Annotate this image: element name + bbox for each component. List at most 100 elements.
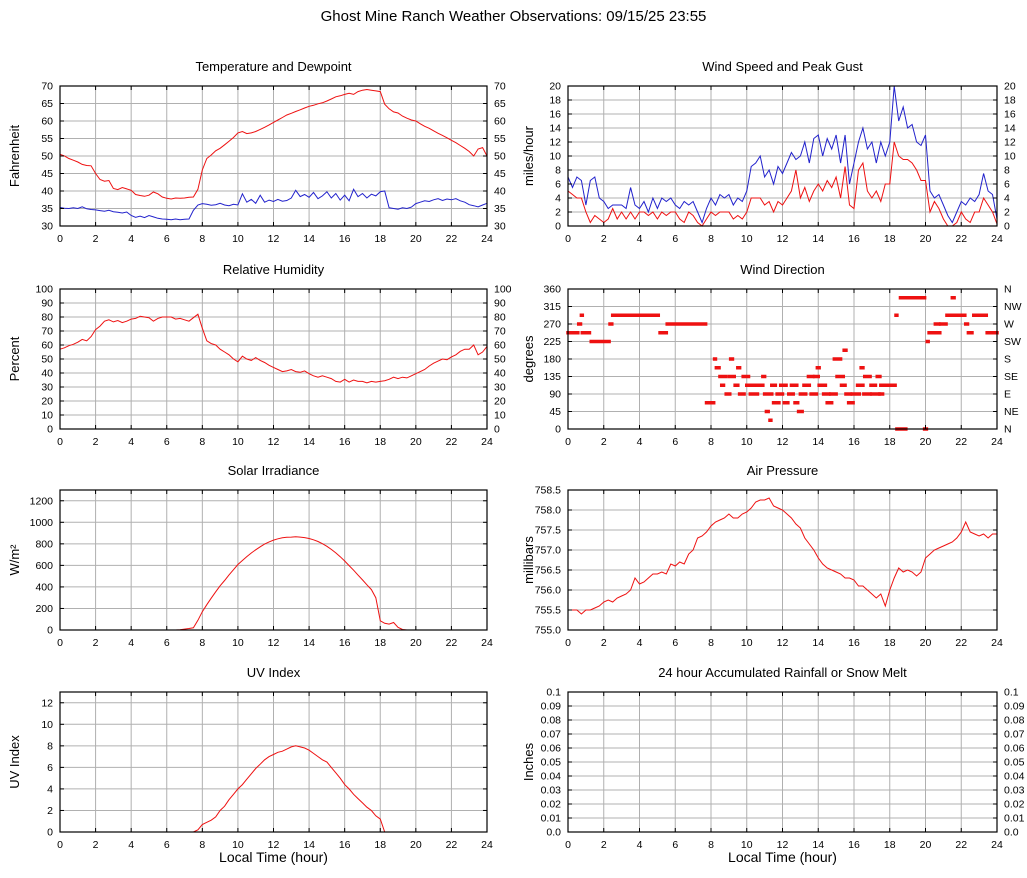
- svg-text:4: 4: [637, 233, 643, 245]
- svg-text:0.09: 0.09: [1004, 701, 1025, 713]
- svg-text:20: 20: [41, 396, 53, 408]
- svg-text:40: 40: [494, 368, 506, 380]
- svg-text:10: 10: [41, 719, 53, 731]
- svg-text:756.0: 756.0: [535, 585, 561, 597]
- svg-text:12: 12: [777, 637, 789, 649]
- svg-text:18: 18: [374, 233, 386, 245]
- svg-text:8: 8: [199, 436, 205, 448]
- svg-text:20: 20: [410, 839, 422, 851]
- svg-text:12: 12: [777, 436, 789, 448]
- svg-text:757.5: 757.5: [535, 525, 561, 537]
- svg-text:0: 0: [565, 436, 571, 448]
- svg-text:10: 10: [232, 436, 244, 448]
- svg-text:16: 16: [339, 637, 351, 649]
- svg-text:70: 70: [41, 326, 53, 338]
- svg-text:24: 24: [991, 436, 1003, 448]
- svg-text:2: 2: [555, 207, 561, 219]
- svg-text:758.0: 758.0: [535, 505, 561, 517]
- svg-text:0: 0: [47, 625, 53, 637]
- chart-panel-wind-direction: Wind Direction degrees 0 2 4 6 8 10 12 14 16 18 20…: [513, 243, 1027, 475]
- svg-text:600: 600: [35, 560, 53, 572]
- svg-text:10: 10: [741, 839, 753, 851]
- svg-text:20: 20: [920, 233, 932, 245]
- svg-text:90: 90: [494, 298, 506, 310]
- svg-text:0.0: 0.0: [546, 827, 561, 839]
- svg-text:758.5: 758.5: [535, 485, 561, 497]
- svg-text:0: 0: [47, 424, 53, 436]
- svg-text:6: 6: [672, 233, 678, 245]
- svg-text:800: 800: [35, 538, 53, 550]
- svg-text:16: 16: [549, 109, 561, 121]
- svg-text:10: 10: [741, 436, 753, 448]
- svg-text:22: 22: [446, 436, 458, 448]
- svg-text:0.07: 0.07: [1004, 729, 1025, 741]
- svg-text:NW: NW: [1004, 301, 1022, 313]
- svg-text:12: 12: [268, 436, 280, 448]
- svg-text:20: 20: [410, 436, 422, 448]
- svg-text:4: 4: [637, 436, 643, 448]
- chart-panel-air-pressure: Air Pressure millibars 0 2 4 6 8 10 12 14 16 18 20…: [513, 444, 1027, 676]
- svg-text:2: 2: [93, 233, 99, 245]
- svg-text:SE: SE: [1004, 371, 1018, 383]
- svg-text:0: 0: [555, 424, 561, 436]
- svg-text:8: 8: [47, 740, 53, 752]
- svg-text:40: 40: [494, 186, 506, 198]
- svg-text:22: 22: [446, 637, 458, 649]
- svg-text:22: 22: [955, 839, 967, 851]
- svg-text:0.06: 0.06: [1004, 743, 1025, 755]
- svg-text:16: 16: [848, 436, 860, 448]
- rainfall-plot: 0 2 4 6 8 10 12 14 16 18 20 22 240.0 0.00.01 0.010.02 0…: [541, 687, 1025, 852]
- svg-text:80: 80: [41, 312, 53, 324]
- svg-text:12: 12: [268, 839, 280, 851]
- svg-text:8: 8: [708, 233, 714, 245]
- svg-text:0.02: 0.02: [1004, 799, 1025, 811]
- svg-text:20: 20: [494, 396, 506, 408]
- svg-text:8: 8: [708, 436, 714, 448]
- air-pressure-plot: 0 2 4 6 8 10 12 14 16 18 20 22 24755.0755.5756.0756.…: [535, 485, 1003, 650]
- svg-text:65: 65: [41, 98, 53, 110]
- svg-text:18: 18: [884, 436, 896, 448]
- svg-text:18: 18: [1004, 95, 1016, 107]
- svg-text:6: 6: [672, 839, 678, 851]
- svg-text:2: 2: [601, 637, 607, 649]
- svg-text:1200: 1200: [30, 495, 54, 507]
- chart-title-air-pressure: Air Pressure: [746, 463, 819, 478]
- svg-text:0.01: 0.01: [541, 813, 562, 825]
- svg-text:0: 0: [57, 233, 63, 245]
- svg-text:12: 12: [268, 637, 280, 649]
- svg-text:14: 14: [303, 637, 315, 649]
- svg-text:18: 18: [884, 839, 896, 851]
- svg-text:10: 10: [549, 151, 561, 163]
- svg-text:100: 100: [35, 284, 53, 296]
- svg-text:10: 10: [1004, 151, 1016, 163]
- svg-text:14: 14: [303, 839, 315, 851]
- svg-text:22: 22: [446, 233, 458, 245]
- svg-text:24: 24: [991, 839, 1003, 851]
- svg-text:0.08: 0.08: [541, 715, 562, 727]
- svg-text:8: 8: [1004, 165, 1010, 177]
- svg-text:225: 225: [543, 336, 561, 348]
- svg-text:14: 14: [812, 637, 824, 649]
- svg-text:70: 70: [41, 81, 53, 93]
- svg-text:400: 400: [35, 581, 53, 593]
- svg-text:10: 10: [232, 233, 244, 245]
- svg-text:8: 8: [708, 637, 714, 649]
- svg-text:0: 0: [1004, 221, 1010, 233]
- svg-text:755.0: 755.0: [535, 625, 561, 637]
- svg-text:55: 55: [41, 133, 53, 145]
- svg-text:12: 12: [268, 233, 280, 245]
- svg-text:8: 8: [555, 165, 561, 177]
- svg-text:8: 8: [199, 637, 205, 649]
- svg-text:22: 22: [955, 436, 967, 448]
- svg-text:0: 0: [565, 637, 571, 649]
- svg-text:135: 135: [543, 371, 561, 383]
- svg-text:24: 24: [991, 637, 1003, 649]
- svg-text:35: 35: [41, 203, 53, 215]
- svg-text:4: 4: [128, 839, 134, 851]
- svg-text:90: 90: [549, 389, 561, 401]
- svg-text:30: 30: [494, 382, 506, 394]
- svg-text:10: 10: [741, 233, 753, 245]
- svg-text:40: 40: [41, 368, 53, 380]
- svg-text:0.04: 0.04: [541, 771, 562, 783]
